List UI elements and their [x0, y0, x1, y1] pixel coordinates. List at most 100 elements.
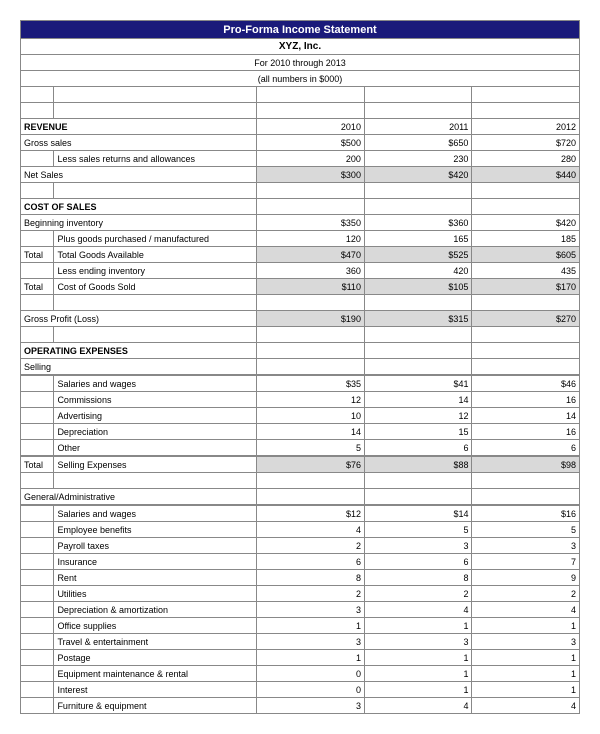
general-header: General/Administrative	[21, 489, 257, 505]
table-row: Furniture & equipment344	[21, 698, 580, 714]
table-row: Rent889	[21, 570, 580, 586]
val: 6	[364, 554, 472, 570]
year-2: 2012	[472, 119, 580, 135]
val: 3	[257, 698, 365, 714]
begin-inv-row: Beginning inventory $350 $360 $420	[21, 215, 580, 231]
val: 2	[257, 586, 365, 602]
val: 12	[257, 392, 365, 408]
plus-goods-row: Plus goods purchased / manufactured 120 …	[21, 231, 580, 247]
row-label: Other	[54, 440, 257, 456]
spacer-row	[21, 473, 580, 489]
selling-total-row: Total Selling Expenses $76 $88 $98	[21, 457, 580, 473]
val: 6	[364, 440, 472, 456]
val: 9	[472, 570, 580, 586]
val: 1	[364, 650, 472, 666]
row-label: Advertising	[54, 408, 257, 424]
row-label: Travel & entertainment	[54, 634, 257, 650]
val: $41	[364, 376, 472, 392]
row-label: Gross Profit (Loss)	[21, 311, 257, 327]
table-row: Payroll taxes233	[21, 538, 580, 554]
val: $720	[472, 135, 580, 151]
table-row: Postage111	[21, 650, 580, 666]
year-1: 2011	[364, 119, 471, 135]
val: 5	[364, 522, 472, 538]
table-row: Utilities222	[21, 586, 580, 602]
company-cell: XYZ, Inc.	[21, 39, 580, 55]
val: $420	[364, 167, 471, 183]
row-prefix: Total	[21, 279, 54, 295]
val: 185	[472, 231, 580, 247]
val: 14	[472, 408, 580, 424]
val: $470	[257, 247, 364, 263]
val: $270	[472, 311, 580, 327]
val: 1	[257, 650, 365, 666]
row-label: Total Goods Available	[54, 247, 257, 263]
val: 1	[364, 618, 472, 634]
table-row: Depreciation141516	[21, 424, 580, 440]
row-label: Employee benefits	[54, 522, 257, 538]
val: 6	[257, 554, 365, 570]
spacer-row	[21, 87, 580, 103]
revenue-header: REVENUE	[21, 119, 257, 135]
val: $98	[472, 457, 580, 473]
val: 14	[257, 424, 365, 440]
val: 4	[472, 602, 580, 618]
val: $420	[472, 215, 580, 231]
returns-row: Less sales returns and allowances 200 23…	[21, 151, 580, 167]
spacer-row	[21, 183, 580, 199]
spacer-row	[21, 103, 580, 119]
val: 3	[364, 634, 472, 650]
table-row: Advertising101214	[21, 408, 580, 424]
table-row: Depreciation & amortization344	[21, 602, 580, 618]
opex-header-row: OPERATING EXPENSES	[21, 343, 580, 359]
val: 3	[472, 538, 580, 554]
val: 3	[257, 634, 365, 650]
val: 16	[472, 424, 580, 440]
row-label: Postage	[54, 650, 257, 666]
val: 1	[472, 650, 580, 666]
val: 280	[472, 151, 580, 167]
less-end-row: Less ending inventory 360 420 435	[21, 263, 580, 279]
val: $76	[257, 457, 365, 473]
gross-profit-row: Gross Profit (Loss) $190 $315 $270	[21, 311, 580, 327]
units-row: (all numbers in $000)	[21, 71, 580, 87]
val: $110	[257, 279, 364, 295]
val: $350	[257, 215, 364, 231]
val: 5	[257, 440, 365, 456]
total-cogs-row: Total Cost of Goods Sold $110 $105 $170	[21, 279, 580, 295]
val: 3	[257, 602, 365, 618]
val: 12	[364, 408, 472, 424]
period-row: For 2010 through 2013	[21, 55, 580, 71]
val: 3	[472, 634, 580, 650]
val: 230	[364, 151, 471, 167]
val: $35	[257, 376, 365, 392]
table-row: Office supplies111	[21, 618, 580, 634]
val: 420	[364, 263, 471, 279]
selling-total-table: Total Selling Expenses $76 $88 $98 Gener…	[20, 456, 580, 505]
val: 165	[364, 231, 471, 247]
val: 8	[257, 570, 365, 586]
row-label: Utilities	[54, 586, 257, 602]
val: 0	[257, 666, 365, 682]
units-cell: (all numbers in $000)	[21, 71, 580, 87]
table-row: Travel & entertainment333	[21, 634, 580, 650]
val: 360	[257, 263, 364, 279]
val: 2	[257, 538, 365, 554]
val: 4	[472, 698, 580, 714]
val: 6	[472, 440, 580, 456]
gross-sales-row: Gross sales $500 $650 $720	[21, 135, 580, 151]
table-row: Equipment maintenance & rental011	[21, 666, 580, 682]
val: $525	[364, 247, 471, 263]
row-label: Equipment maintenance & rental	[54, 666, 257, 682]
val: $500	[257, 135, 364, 151]
net-sales-row: Net Sales $300 $420 $440	[21, 167, 580, 183]
val: $300	[257, 167, 364, 183]
val: $105	[364, 279, 471, 295]
row-label: Insurance	[54, 554, 257, 570]
opex-header: OPERATING EXPENSES	[21, 343, 257, 359]
income-statement-table: Pro-Forma Income Statement XYZ, Inc. For…	[20, 20, 580, 375]
val: $650	[364, 135, 471, 151]
val: 1	[364, 682, 472, 698]
title-row: Pro-Forma Income Statement	[21, 21, 580, 39]
row-label: Salaries and wages	[54, 506, 257, 522]
